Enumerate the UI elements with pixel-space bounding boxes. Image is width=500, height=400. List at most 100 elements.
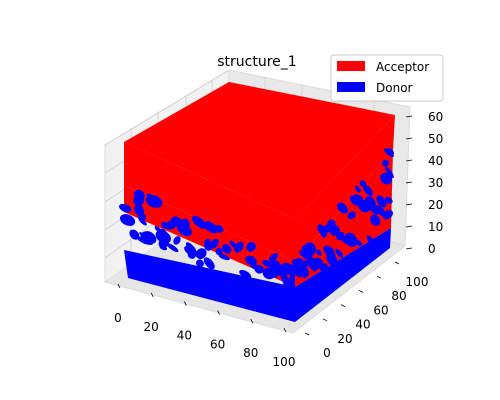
legend-label-acceptor: Acceptor	[376, 60, 429, 74]
donor-blob	[385, 196, 393, 204]
x-tick-label: 80	[243, 346, 258, 360]
y-tick-mark	[376, 275, 382, 279]
donor-blob	[384, 148, 394, 158]
donor-blob	[203, 257, 215, 270]
y-tick-label: 0	[323, 346, 331, 360]
x-tick-mark	[250, 319, 254, 324]
legend: Acceptor Donor	[330, 54, 444, 102]
donor-blob	[380, 172, 393, 185]
donor-blob	[382, 159, 389, 167]
donor-blob	[171, 216, 183, 226]
donor-blob	[119, 214, 136, 226]
x-axis: 0 20 40 60 80 100	[114, 283, 296, 369]
donor-blob	[337, 202, 348, 214]
donor-blob	[218, 254, 230, 261]
donor-blob	[204, 238, 211, 248]
donor-blob	[376, 195, 387, 208]
y-tick-mark	[340, 304, 346, 307]
z-tick-label: 0	[428, 242, 436, 256]
donor-blob	[271, 260, 281, 267]
donor-blob	[221, 244, 232, 254]
z-tick-mark	[405, 225, 413, 228]
donor-blob	[298, 250, 310, 261]
donor-blob	[367, 203, 379, 215]
donor-blob	[173, 236, 181, 245]
donor-blob	[239, 269, 252, 279]
donor-blob	[323, 224, 333, 233]
donor-blob	[262, 267, 276, 280]
donor-blob	[229, 240, 238, 249]
donor-blob	[347, 211, 356, 220]
z-tick-label: 20	[428, 198, 443, 212]
legend-swatch-acceptor	[337, 61, 365, 71]
donor-blob	[311, 257, 318, 266]
x-tick-mark	[184, 301, 187, 306]
donor-blob	[354, 185, 361, 193]
donor-blob	[280, 276, 291, 283]
z-tick-label: 40	[428, 154, 443, 168]
donor-blob	[176, 222, 192, 237]
right-face-donor	[295, 228, 391, 322]
y-tick-label: 100	[406, 275, 429, 289]
donor-blob	[304, 242, 316, 255]
y-tick-mark	[358, 290, 364, 293]
donor-blob	[140, 231, 154, 244]
donor-blob	[246, 241, 256, 252]
x-tick-label: 40	[177, 329, 192, 343]
front-face-donor	[124, 250, 295, 322]
donor-blob	[385, 166, 394, 179]
donor-blob	[119, 203, 132, 213]
z-tick-label: 30	[428, 176, 443, 190]
donor-blob	[355, 239, 363, 247]
legend-label-donor: Donor	[376, 81, 413, 95]
donor-blob	[146, 193, 158, 202]
y-tick-label: 80	[391, 289, 406, 303]
y-tick-label: 40	[355, 318, 370, 332]
donor-blob	[315, 249, 322, 256]
donor-blob	[129, 229, 140, 240]
z-tick-label: 10	[428, 220, 443, 234]
y-tick-mark	[304, 332, 310, 336]
donor-blob	[375, 205, 386, 217]
y-tick-label: 60	[373, 303, 388, 317]
donor-blob	[370, 214, 381, 226]
donor-blob	[323, 245, 335, 257]
donor-blob	[336, 231, 345, 241]
donor-blob	[187, 251, 196, 259]
donor-blob	[195, 259, 204, 268]
donor-blob	[320, 230, 327, 238]
y-tick-mark	[322, 318, 328, 322]
z-tick-mark	[405, 181, 413, 184]
x-tick-mark	[217, 310, 220, 315]
z-tick-label: 50	[428, 132, 443, 146]
z-tick-mark	[405, 137, 413, 140]
donor-blob	[195, 248, 207, 260]
donor-blob	[245, 255, 257, 266]
y-tick-mark	[394, 261, 400, 265]
z-tick-mark	[405, 159, 413, 162]
donor-blob	[358, 200, 371, 213]
x-tick-label: 100	[273, 355, 296, 369]
x-tick-mark	[283, 327, 287, 333]
donor-blob	[382, 209, 393, 220]
donor-blob	[234, 241, 244, 253]
z-axis: 0 10 20 30 40 50 60	[405, 110, 443, 256]
donor-blob	[296, 263, 309, 278]
x-tick-mark	[150, 292, 154, 297]
front-face-donor-blobs	[119, 189, 301, 291]
donor-blob	[268, 253, 279, 262]
donor-blob	[155, 230, 172, 244]
legend-swatch-donor	[337, 82, 365, 92]
donor-blob	[254, 264, 264, 274]
donor-blob	[211, 224, 222, 233]
donor-blob	[306, 259, 317, 272]
chart-title: structure_1	[217, 54, 296, 70]
z-tick-mark	[405, 203, 413, 206]
donor-blob	[133, 194, 145, 206]
z-tick-mark	[405, 115, 413, 118]
x-tick-label: 20	[144, 320, 159, 334]
front-face-acceptor	[124, 142, 295, 262]
voxel-cube	[119, 82, 395, 322]
donor-blob	[363, 185, 373, 196]
